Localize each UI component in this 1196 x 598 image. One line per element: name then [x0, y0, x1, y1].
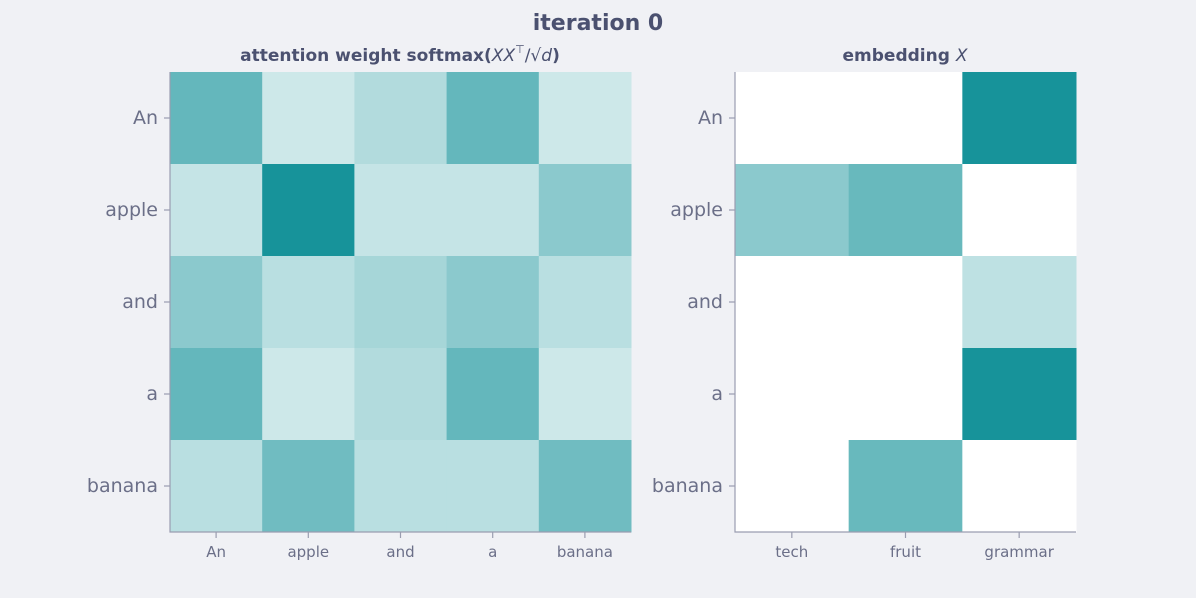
attention-title-transpose: ⊤	[515, 43, 525, 56]
attention-cell-3-1	[262, 348, 355, 441]
attention-row-label: a	[146, 383, 158, 405]
attention-cell-3-0	[170, 348, 263, 441]
embedding-cell-4-1	[848, 440, 963, 533]
attention-col-label: and	[386, 543, 414, 561]
attention-cell-3-3	[446, 348, 540, 441]
attention-col-label: An	[206, 543, 226, 561]
embedding-cell-2-0	[735, 256, 850, 349]
embedding-cell-4-0	[735, 440, 850, 533]
embedding-cell-1-1	[848, 164, 963, 257]
attention-row-label: An	[133, 107, 158, 129]
attention-panel-title: attention weight softmax(XX⊤/√d)	[240, 43, 560, 66]
attention-axes	[169, 72, 631, 533]
attention-cell-0-3	[446, 72, 540, 165]
embedding-cell-2-2	[962, 256, 1077, 349]
embedding-cell-1-0	[735, 164, 850, 257]
embedding-heatmap: An apple and a banana tech fruit grammar	[652, 72, 1077, 561]
embedding-cell-3-1	[848, 348, 963, 441]
attention-cell-1-4	[538, 164, 632, 257]
attention-title-prefix: attention weight softmax(	[240, 46, 492, 66]
embedding-cell-4-2	[962, 440, 1077, 533]
embedding-panel-title: embedding X	[843, 46, 968, 66]
attention-cell-1-3	[446, 164, 540, 257]
attention-cell-0-1	[262, 72, 355, 165]
embedding-cell-0-1	[848, 72, 963, 165]
attention-cell-3-2	[354, 348, 448, 441]
attention-cell-1-0	[170, 164, 263, 257]
attention-row-label: banana	[87, 475, 158, 497]
embedding-row-label: a	[711, 383, 723, 405]
attention-title-suffix: )	[552, 46, 560, 66]
embedding-cell-0-0	[735, 72, 850, 165]
attention-title-slash: /	[525, 46, 531, 66]
attention-cell-2-3	[446, 256, 540, 349]
attention-cell-0-2	[354, 72, 448, 165]
attention-col-label: a	[488, 543, 497, 561]
attention-cell-2-1	[262, 256, 355, 349]
embedding-title-math: X	[955, 46, 968, 66]
attention-cell-2-0	[170, 256, 263, 349]
attention-cell-0-4	[538, 72, 632, 165]
attention-cell-4-4	[538, 440, 632, 533]
embedding-cell-0-2	[962, 72, 1077, 165]
embedding-col-label: grammar	[984, 543, 1054, 561]
embedding-cell-1-2	[962, 164, 1077, 257]
attention-title-math: XX	[491, 46, 516, 66]
attention-cell-0-0	[170, 72, 263, 165]
embedding-row-label: and	[687, 291, 723, 313]
attention-cell-2-2	[354, 256, 448, 349]
attention-heatmap: An apple and a banana An apple and a banana	[87, 72, 632, 561]
attention-col-label: apple	[287, 543, 329, 561]
attention-col-label: banana	[557, 543, 613, 561]
attention-title-d: d	[541, 46, 552, 66]
embedding-axes	[734, 72, 1076, 533]
attention-cell-3-4	[538, 348, 632, 441]
embedding-row-label: An	[698, 107, 723, 129]
embedding-col-label: tech	[775, 543, 808, 561]
attention-row-label: apple	[105, 199, 158, 221]
embedding-row-label: apple	[670, 199, 723, 221]
attention-cell-1-2	[354, 164, 448, 257]
embedding-cell-3-2	[962, 348, 1077, 441]
attention-row-label: and	[122, 291, 158, 313]
attention-cell-4-0	[170, 440, 263, 533]
attention-cell-4-1	[262, 440, 355, 533]
embedding-cell-2-1	[848, 256, 963, 349]
attention-cell-4-2	[354, 440, 448, 533]
attention-cell-2-4	[538, 256, 632, 349]
attention-title-sqrt: √	[530, 46, 541, 66]
embedding-row-label: banana	[652, 475, 723, 497]
attention-cell-4-3	[446, 440, 540, 533]
embedding-col-label: fruit	[890, 543, 921, 561]
figure-title: iteration 0	[533, 11, 663, 36]
attention-cell-1-1	[262, 164, 355, 257]
embedding-title-prefix: embedding	[843, 46, 956, 66]
embedding-cell-3-0	[735, 348, 850, 441]
